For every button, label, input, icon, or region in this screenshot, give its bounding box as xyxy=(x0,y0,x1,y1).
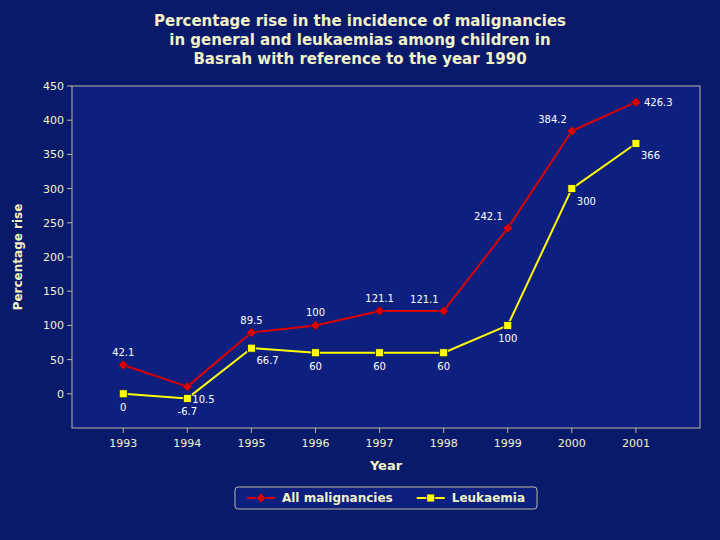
data-label: 100 xyxy=(498,333,517,344)
data-label: 100 xyxy=(306,307,325,318)
x-tick-label: 1999 xyxy=(494,437,522,450)
data-label: 384.2 xyxy=(538,114,567,125)
data-point xyxy=(311,320,321,330)
x-tick xyxy=(187,428,188,433)
data-point xyxy=(440,349,448,357)
data-point xyxy=(439,306,449,316)
x-tick xyxy=(379,428,380,433)
chart: Percentage rise in the incidence of mali… xyxy=(0,0,720,540)
x-tick-label: 1996 xyxy=(302,437,330,450)
data-point xyxy=(246,328,256,338)
data-point xyxy=(568,185,576,193)
y-tick-label: 250 xyxy=(43,217,64,230)
data-point xyxy=(632,139,640,147)
data-label: 0 xyxy=(120,402,126,413)
data-label: 66.7 xyxy=(256,355,278,366)
data-label: 10.5 xyxy=(192,394,214,405)
y-axis-label: Percentage rise xyxy=(11,204,25,311)
data-label: 366 xyxy=(641,150,660,161)
x-tick xyxy=(635,428,636,433)
data-point xyxy=(504,321,512,329)
y-tick xyxy=(67,188,72,189)
data-point xyxy=(503,223,513,233)
x-tick xyxy=(507,428,508,433)
y-tick-label: 0 xyxy=(57,388,64,401)
title-line: in general and leukaemias among children… xyxy=(169,31,550,49)
data-point xyxy=(312,349,320,357)
data-label: 60 xyxy=(437,361,450,372)
y-tick-label: 450 xyxy=(43,80,64,93)
data-label: -6.7 xyxy=(178,406,198,417)
data-label: 242.1 xyxy=(474,211,503,222)
x-tick-label: 1995 xyxy=(237,437,265,450)
x-tick-label: 1998 xyxy=(430,437,458,450)
data-point xyxy=(375,306,385,316)
data-label: 60 xyxy=(373,361,386,372)
y-tick xyxy=(67,257,72,258)
plot-frame xyxy=(72,86,700,428)
y-tick xyxy=(67,393,72,394)
x-axis-label: Year xyxy=(369,458,403,473)
legend-item: All malignancies xyxy=(247,491,393,505)
y-tick xyxy=(67,291,72,292)
x-tick xyxy=(315,428,316,433)
y-tick-label: 150 xyxy=(43,285,64,298)
x-tick xyxy=(571,428,572,433)
y-tick-label: 350 xyxy=(43,148,64,161)
legend-marker xyxy=(427,494,435,502)
title-line: Percentage rise in the incidence of mali… xyxy=(154,12,566,30)
series-line xyxy=(123,102,636,386)
legend: All malignancies Leukaemia xyxy=(235,487,537,509)
data-point xyxy=(247,344,255,352)
legend-box xyxy=(235,487,537,509)
legend-label: All malignancies xyxy=(282,491,393,505)
x-tick-label: 1994 xyxy=(173,437,201,450)
x-tick xyxy=(251,428,252,433)
series-line xyxy=(123,143,636,398)
background xyxy=(0,0,720,540)
data-point xyxy=(376,349,384,357)
y-tick xyxy=(67,120,72,121)
data-point xyxy=(182,382,192,392)
y-tick xyxy=(67,325,72,326)
y-tick-label: 300 xyxy=(43,183,64,196)
data-point xyxy=(631,97,641,107)
data-label: 300 xyxy=(577,196,596,207)
y-tick-label: 200 xyxy=(43,251,64,264)
legend-item: Leukaemia xyxy=(417,491,525,505)
x-tick-label: 2000 xyxy=(558,437,586,450)
data-point xyxy=(118,360,128,370)
title: Percentage rise in the incidence of mali… xyxy=(154,12,566,68)
y-tick-label: 400 xyxy=(43,114,64,127)
chart-container: Percentage rise in the incidence of mali… xyxy=(0,0,720,540)
data-label: 42.1 xyxy=(112,347,134,358)
x-tick-label: 1993 xyxy=(109,437,137,450)
x-tick xyxy=(123,428,124,433)
plot-marks xyxy=(118,97,641,402)
y-tick-label: 50 xyxy=(50,354,64,367)
y-tick-label: 100 xyxy=(43,319,64,332)
legend-label: Leukaemia xyxy=(452,491,525,505)
data-label: 426.3 xyxy=(644,97,673,108)
data-point xyxy=(119,390,127,398)
x-tick xyxy=(443,428,444,433)
legend-marker xyxy=(256,493,266,503)
y-tick xyxy=(67,154,72,155)
x-tick-label: 2001 xyxy=(622,437,650,450)
data-label: 89.5 xyxy=(240,315,262,326)
x-tick-label: 1997 xyxy=(366,437,394,450)
title-line: Basrah with reference to the year 1990 xyxy=(193,50,526,68)
y-tick xyxy=(67,86,72,87)
data-label: 121.1 xyxy=(410,294,439,305)
y-tick xyxy=(67,359,72,360)
data-point xyxy=(183,394,191,402)
data-point xyxy=(567,126,577,136)
data-label: 60 xyxy=(309,361,322,372)
data-label: 121.1 xyxy=(365,293,394,304)
y-tick xyxy=(67,222,72,223)
